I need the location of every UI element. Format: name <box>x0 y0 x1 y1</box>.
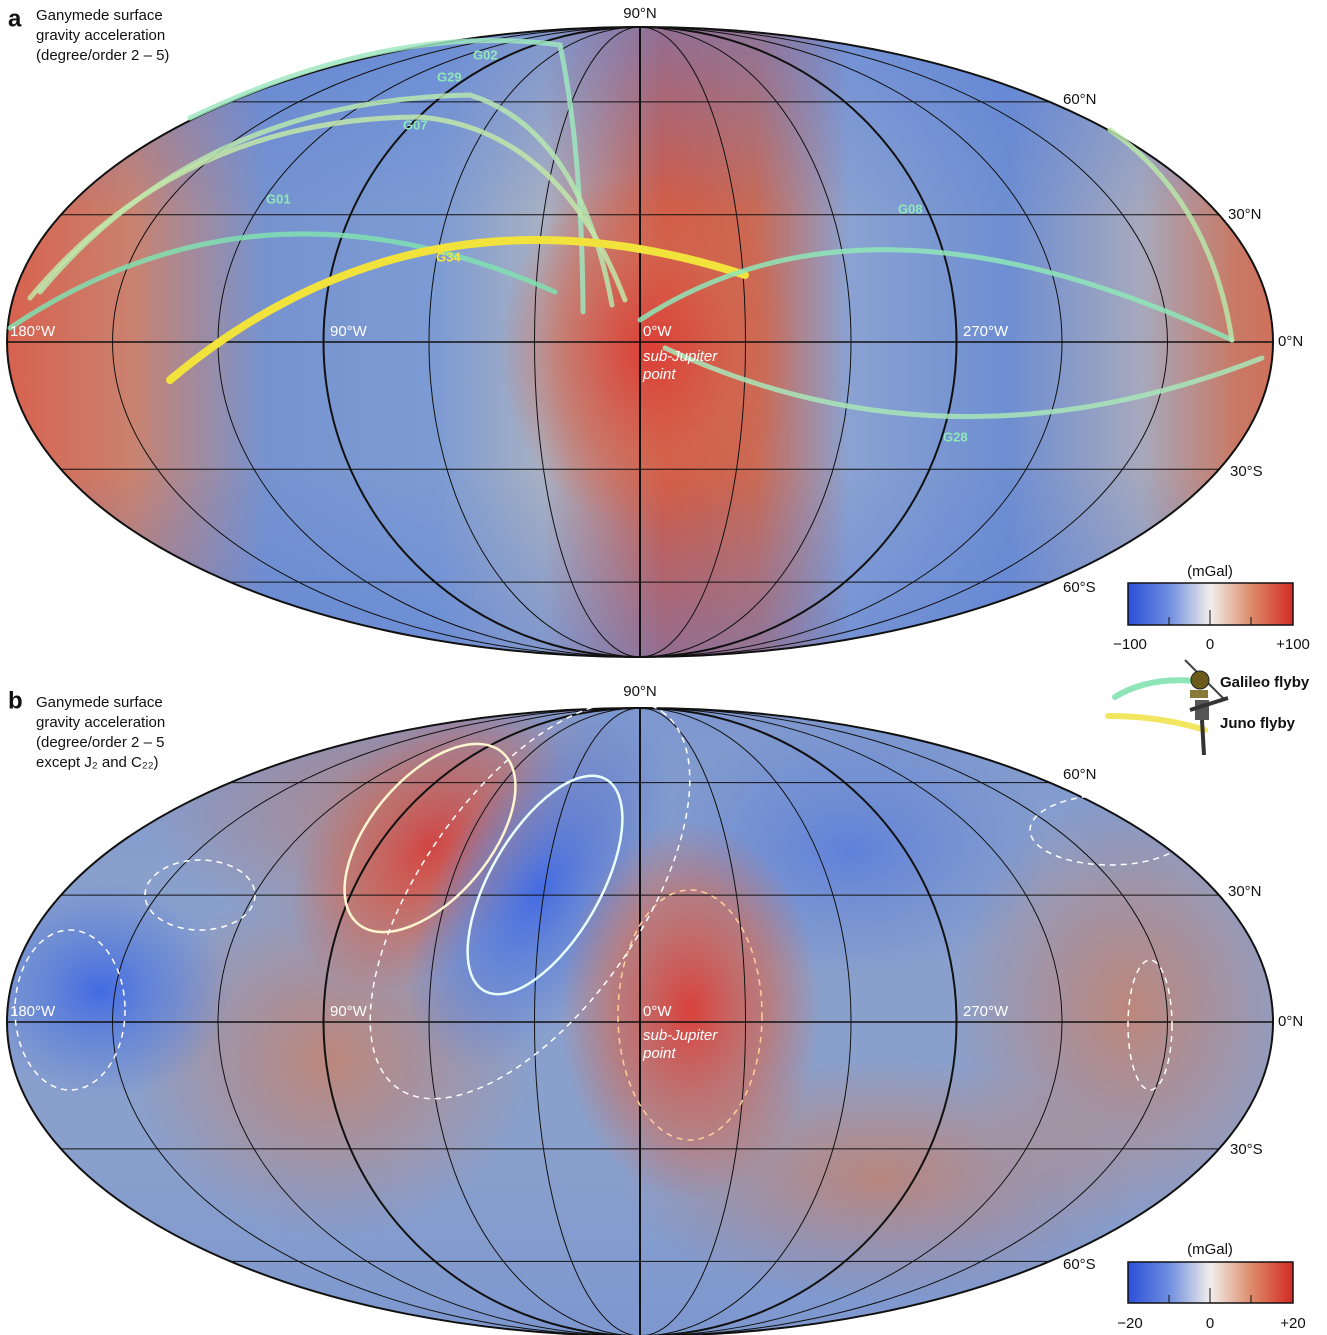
lat-label: 30°S <box>1230 1141 1263 1158</box>
description: Ganymede surface <box>36 694 163 711</box>
colorbar-tick-label: +20 <box>1280 1315 1305 1332</box>
description: (degree/order 2 – 5 <box>36 734 164 751</box>
legend-label: Galileo flyby <box>1220 674 1310 691</box>
lon-label: 180°W <box>10 323 56 340</box>
description: gravity acceleration <box>36 27 165 44</box>
legend-line <box>1108 716 1205 730</box>
flyby-label: G08 <box>898 201 923 216</box>
sub-jupiter-label: point <box>642 1045 676 1062</box>
sub-jupiter-label: sub-Jupiter <box>643 348 718 365</box>
sub-jupiter-label: point <box>642 366 676 383</box>
lat-label: 0°N <box>1278 333 1303 350</box>
flyby-label: G29 <box>437 69 462 84</box>
description: (degree/order 2 – 5) <box>36 47 169 64</box>
flyby-label: G02 <box>473 47 498 62</box>
lat-label: 60°N <box>1063 766 1097 783</box>
colorbar-tick-label: −20 <box>1117 1315 1142 1332</box>
flyby-label: G34 <box>436 249 461 264</box>
lon-label: 180°W <box>10 1003 56 1020</box>
flyby-label: G07 <box>403 117 428 132</box>
map-a-surface <box>0 20 1327 670</box>
legend-label: Juno flyby <box>1220 715 1296 732</box>
panel-label: a <box>8 5 22 32</box>
lat-label: 90°N <box>623 5 657 22</box>
lon-label: 90°W <box>330 323 368 340</box>
description: except J₂ and C₂₂) <box>36 754 159 771</box>
galileo-icon <box>1185 660 1225 700</box>
lat-label: 30°S <box>1230 463 1263 480</box>
lat-label: 30°N <box>1228 883 1262 900</box>
lat-label: 0°N <box>1278 1013 1303 1030</box>
colorbar-tick-label: +100 <box>1276 636 1310 653</box>
lon-label: 90°W <box>330 1003 368 1020</box>
flyby-label: G28 <box>943 429 968 444</box>
lat-label: 60°N <box>1063 91 1097 108</box>
colorbar-tick-label: 0 <box>1206 636 1214 653</box>
lon-label: 270°W <box>963 1003 1009 1020</box>
lat-label: 60°S <box>1063 579 1096 596</box>
description: Ganymede surface <box>36 7 163 24</box>
colorbar-unit: (mGal) <box>1187 1241 1233 1258</box>
lon-label: 270°W <box>963 323 1009 340</box>
colorbar-unit: (mGal) <box>1187 563 1233 580</box>
map-b-surface <box>0 644 1327 1335</box>
figure: a Ganymede surface gravity acceleration … <box>0 0 1327 1335</box>
colorbar-tick-label: 0 <box>1206 1315 1214 1332</box>
lat-label: 60°S <box>1063 1256 1096 1273</box>
lat-label: 90°N <box>623 683 657 700</box>
lon-label: 0°W <box>643 1003 672 1020</box>
colorbar-tick-label: −100 <box>1113 636 1147 653</box>
panel-label: b <box>8 687 23 714</box>
sub-jupiter-label: sub-Jupiter <box>643 1027 718 1044</box>
description: gravity acceleration <box>36 714 165 731</box>
lon-label: 0°W <box>643 323 672 340</box>
lat-label: 30°N <box>1228 206 1262 223</box>
flyby-label: G01 <box>266 191 291 206</box>
